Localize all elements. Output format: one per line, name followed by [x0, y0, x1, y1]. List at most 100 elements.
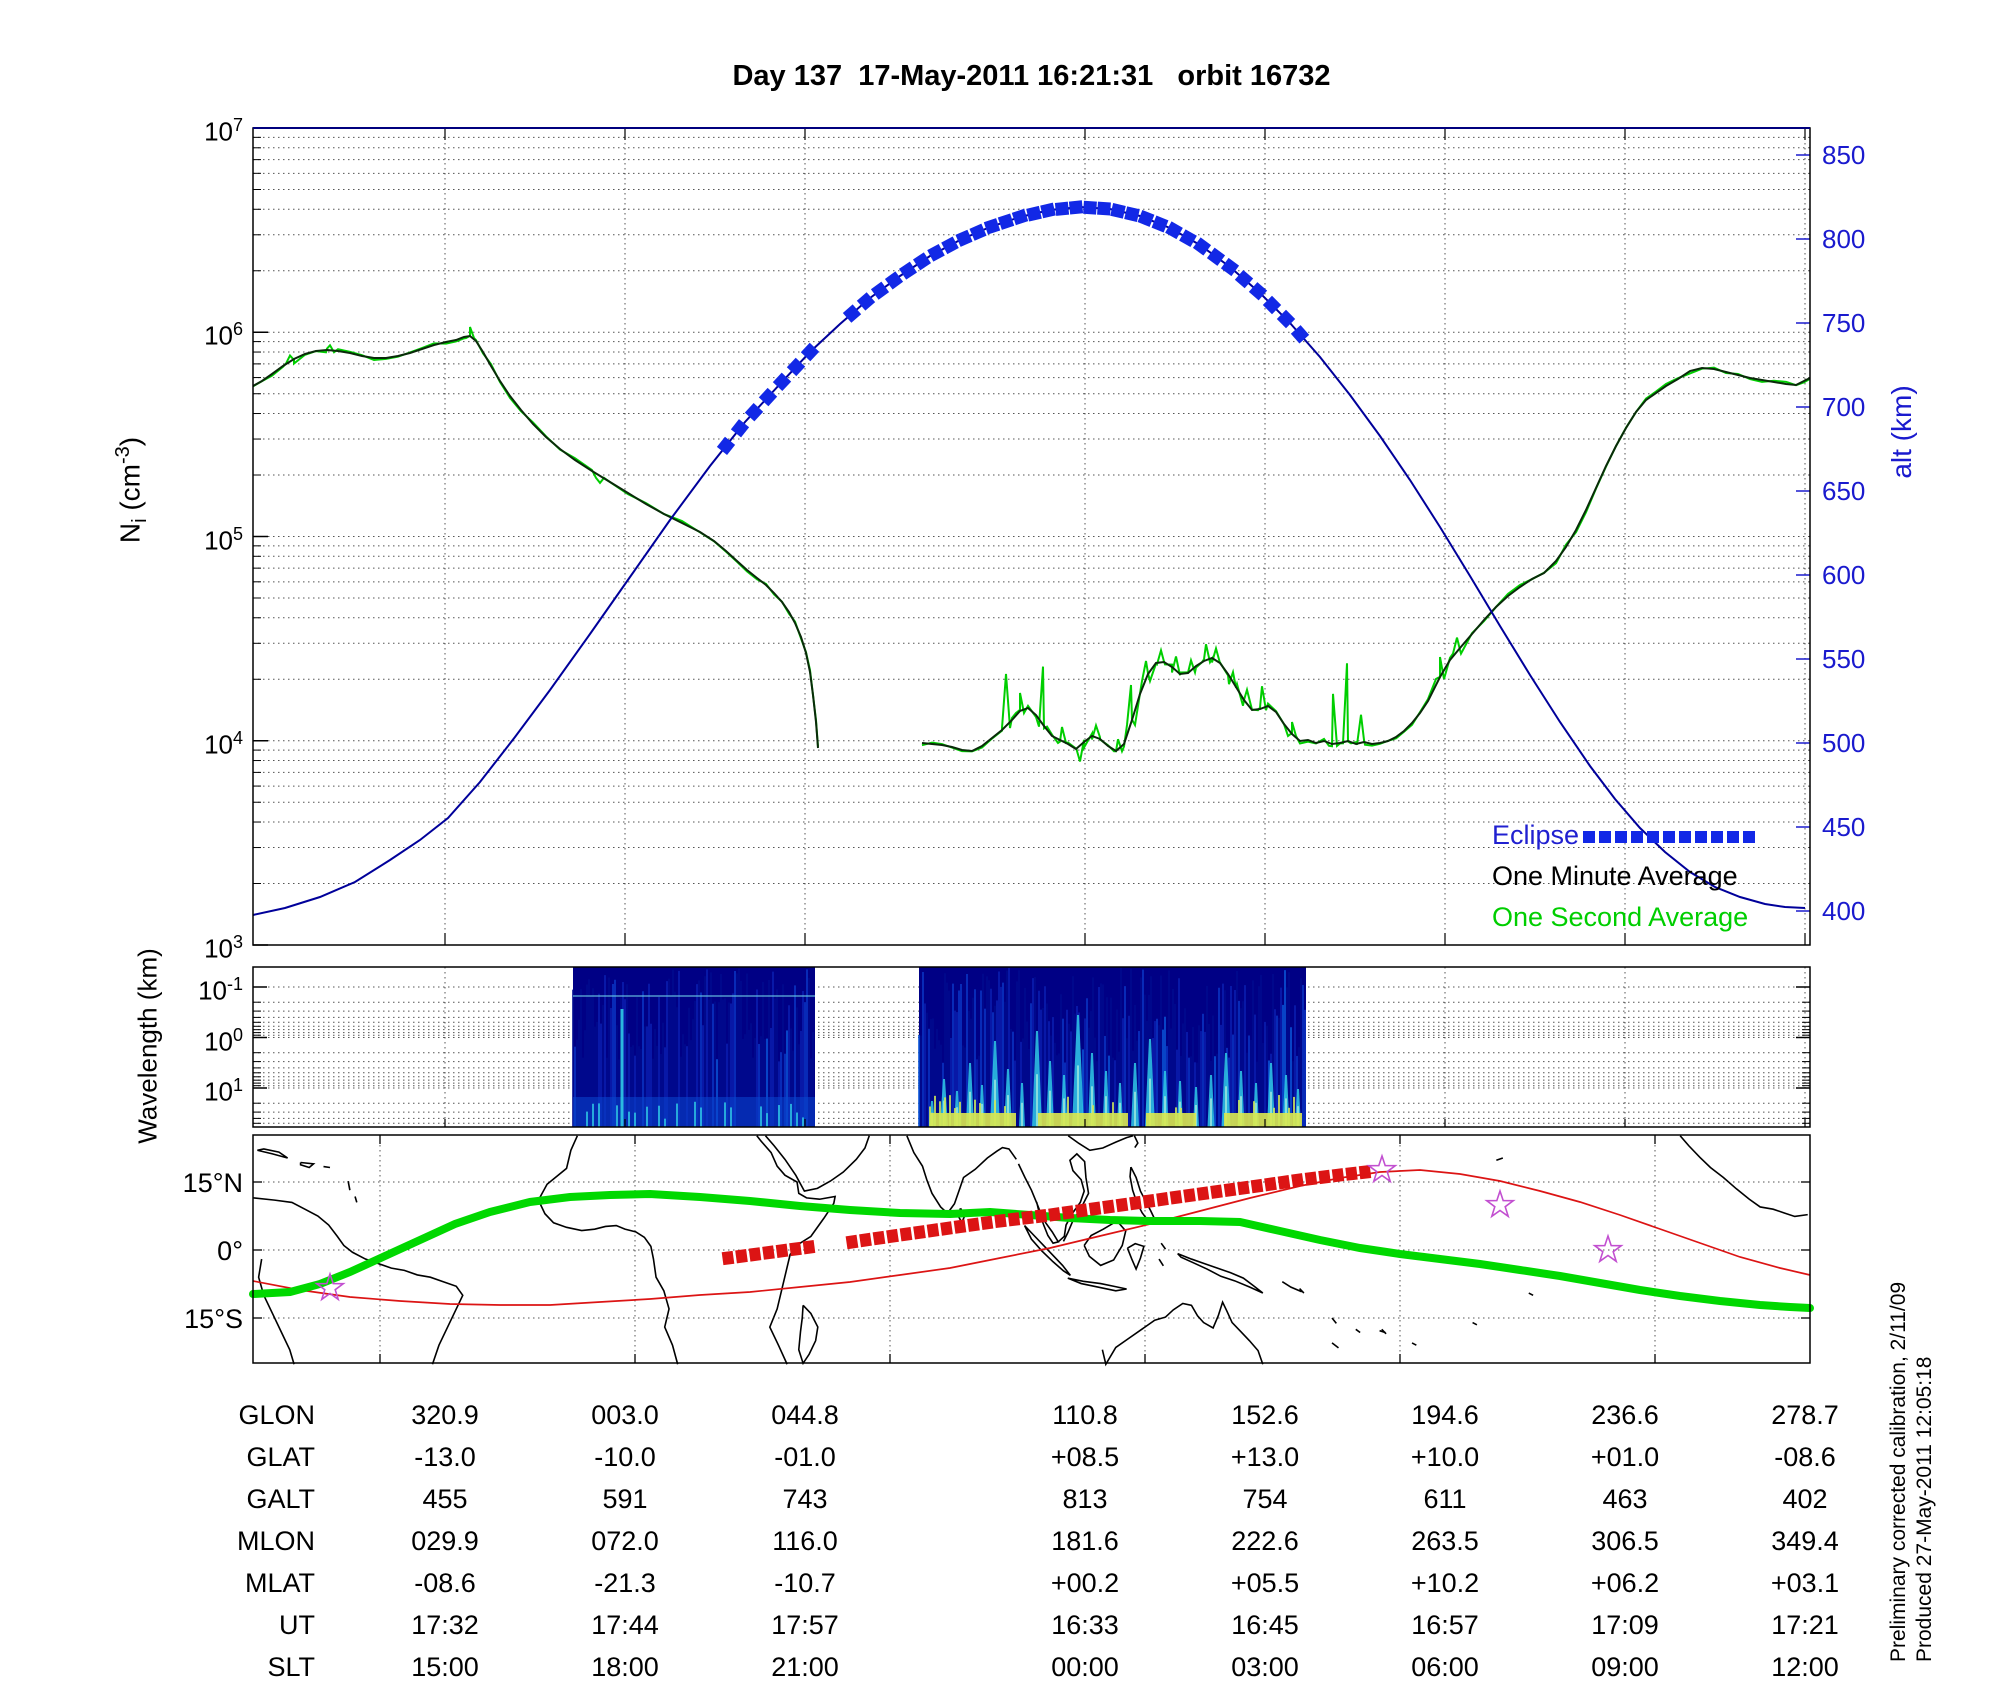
- page-title: Day 137 17-May-2011 16:21:31 orbit 16732: [732, 60, 1331, 92]
- coastline: [1281, 1281, 1303, 1293]
- production-note-line1: Preliminary corrected calibration, 2/11/…: [1887, 1281, 1910, 1662]
- coastline: [1067, 1134, 1134, 1152]
- coastline: [347, 1180, 351, 1191]
- map-eclipse-marker: [913, 1225, 926, 1240]
- coastline: [1528, 1292, 1534, 1297]
- wavelet-spectrogram-panel: [252, 966, 1811, 1128]
- legend-one-minute: One Minute Average: [1492, 861, 1738, 891]
- eclipse-swatch-square: [1663, 830, 1676, 843]
- map-lat-label-15s: 15°S: [184, 1304, 243, 1334]
- map-eclipse-marker: [1061, 1205, 1075, 1220]
- orbit-star-marker: [314, 1271, 346, 1302]
- legend-eclipse-label: Eclipse: [1492, 820, 1580, 850]
- map-eclipse-marker: [1318, 1169, 1331, 1185]
- eclipse-swatch-square: [1695, 830, 1708, 843]
- table-row-label-ut: UT: [279, 1610, 315, 1640]
- altitude-tick-label: 600: [1822, 560, 1866, 590]
- map-eclipse-marker: [859, 1232, 872, 1248]
- table-cell-glon-7: 278.7: [1771, 1400, 1839, 1430]
- density-axis-label-sup: -3: [112, 446, 135, 464]
- coastline: [797, 1304, 819, 1366]
- red-orbit-track: [252, 1169, 1811, 1306]
- table-cell-glat-6: +01.0: [1590, 1442, 1660, 1472]
- table-cell-mlat-4: +05.5: [1230, 1568, 1300, 1598]
- eclipse-swatch-square: [1615, 830, 1628, 843]
- altitude-tick-label: 550: [1822, 644, 1866, 674]
- map-eclipse-marker: [1196, 1186, 1210, 1201]
- coastline: [1177, 1252, 1264, 1294]
- table-row-label-mlon: MLON: [236, 1526, 315, 1556]
- table-cell-slt-5: 06:00: [1411, 1652, 1479, 1682]
- legend-one-second: One Second Average: [1492, 902, 1749, 932]
- table-cell-mlon-6: 306.5: [1591, 1526, 1659, 1556]
- table-cell-galt-0: 455: [422, 1484, 468, 1514]
- map-eclipse-marker: [1129, 1195, 1142, 1211]
- map-eclipse-marker: [1169, 1190, 1183, 1205]
- wavelength-tick-label: 101: [204, 1075, 243, 1107]
- table-cell-ut-0: 17:32: [411, 1610, 479, 1640]
- coastline: [756, 1135, 837, 1365]
- map-eclipse-marker: [1102, 1199, 1115, 1215]
- map-eclipse-marker: [994, 1213, 1007, 1229]
- coastline: [257, 1258, 295, 1365]
- coastline: [1133, 1135, 1139, 1148]
- map-eclipse-marker: [1021, 1210, 1034, 1225]
- map-lat-label-0: 0°: [217, 1236, 243, 1266]
- density-tick-label: 107: [204, 115, 243, 147]
- density-tick-label: 106: [204, 319, 243, 351]
- map-eclipse-marker: [1007, 1212, 1021, 1227]
- map-eclipse-marker: [980, 1215, 994, 1231]
- eclipse-swatch-square: [1743, 830, 1756, 843]
- table-cell-galt-2: 743: [782, 1484, 828, 1514]
- coastline: [1067, 1277, 1127, 1292]
- coastline: [537, 1135, 679, 1365]
- density-axis-label-end: ): [114, 436, 146, 447]
- density-axis-label-mid: (cm: [114, 464, 146, 519]
- density-altitude-panel: [252, 127, 1811, 946]
- map-eclipse-marker: [1331, 1168, 1345, 1183]
- map-eclipse-marker: [1142, 1193, 1156, 1209]
- table-cell-galt-4: 754: [1242, 1484, 1288, 1514]
- table-cell-mlat-7: +03.1: [1770, 1568, 1840, 1598]
- altitude-tick-label: 800: [1822, 224, 1866, 254]
- map-eclipse-marker: [872, 1230, 886, 1246]
- eclipse-swatch-square: [1647, 830, 1660, 843]
- density-axis-label-sub: i: [128, 518, 151, 523]
- table-cell-glon-6: 236.6: [1591, 1400, 1659, 1430]
- table-row-label-mlat: MLAT: [244, 1568, 315, 1598]
- table-cell-glat-2: -01.0: [774, 1442, 836, 1472]
- orbit-star-marker: [1484, 1188, 1516, 1219]
- table-cell-slt-7: 12:00: [1771, 1652, 1839, 1682]
- coastline: [1381, 1328, 1387, 1335]
- map-eclipse-marker: [1048, 1207, 1061, 1222]
- map-eclipse-marker: [1183, 1188, 1196, 1203]
- map-eclipse-marker: [1345, 1166, 1358, 1181]
- table-cell-ut-1: 17:44: [591, 1610, 659, 1640]
- altitude-tick-label: 650: [1822, 476, 1866, 506]
- map-eclipse-marker: [1075, 1203, 1088, 1218]
- table-cell-mlat-6: +06.2: [1590, 1568, 1660, 1598]
- density-axis-label-base: N: [114, 522, 146, 544]
- coastline: [253, 1197, 464, 1365]
- table-cell-galt-1: 591: [602, 1484, 648, 1514]
- wavelength-axis-label: Wavelength (km): [132, 948, 163, 1144]
- coastline: [257, 1148, 289, 1159]
- legend-eclipse-swatch: [1579, 820, 1756, 850]
- table-cell-ut-2: 17:57: [771, 1610, 839, 1640]
- coastline: [906, 1135, 1017, 1215]
- map-eclipse-marker: [775, 1243, 789, 1258]
- table-cell-glon-5: 194.6: [1411, 1400, 1479, 1430]
- table-row-label-glat: GLAT: [246, 1442, 315, 1472]
- coastline: [354, 1196, 358, 1203]
- coastline: [1158, 1258, 1165, 1267]
- table-cell-ut-4: 16:45: [1231, 1610, 1299, 1640]
- table-cell-mlon-5: 263.5: [1411, 1526, 1479, 1556]
- density-tick-label: 105: [204, 523, 243, 556]
- table-cell-ut-3: 16:33: [1051, 1610, 1119, 1640]
- map-eclipse-marker: [1277, 1175, 1291, 1190]
- table-cell-glon-3: 110.8: [1052, 1400, 1118, 1430]
- eclipse-swatch-square: [1583, 830, 1596, 843]
- table-cell-glon-1: 003.0: [591, 1400, 659, 1430]
- map-eclipse-marker: [735, 1249, 748, 1264]
